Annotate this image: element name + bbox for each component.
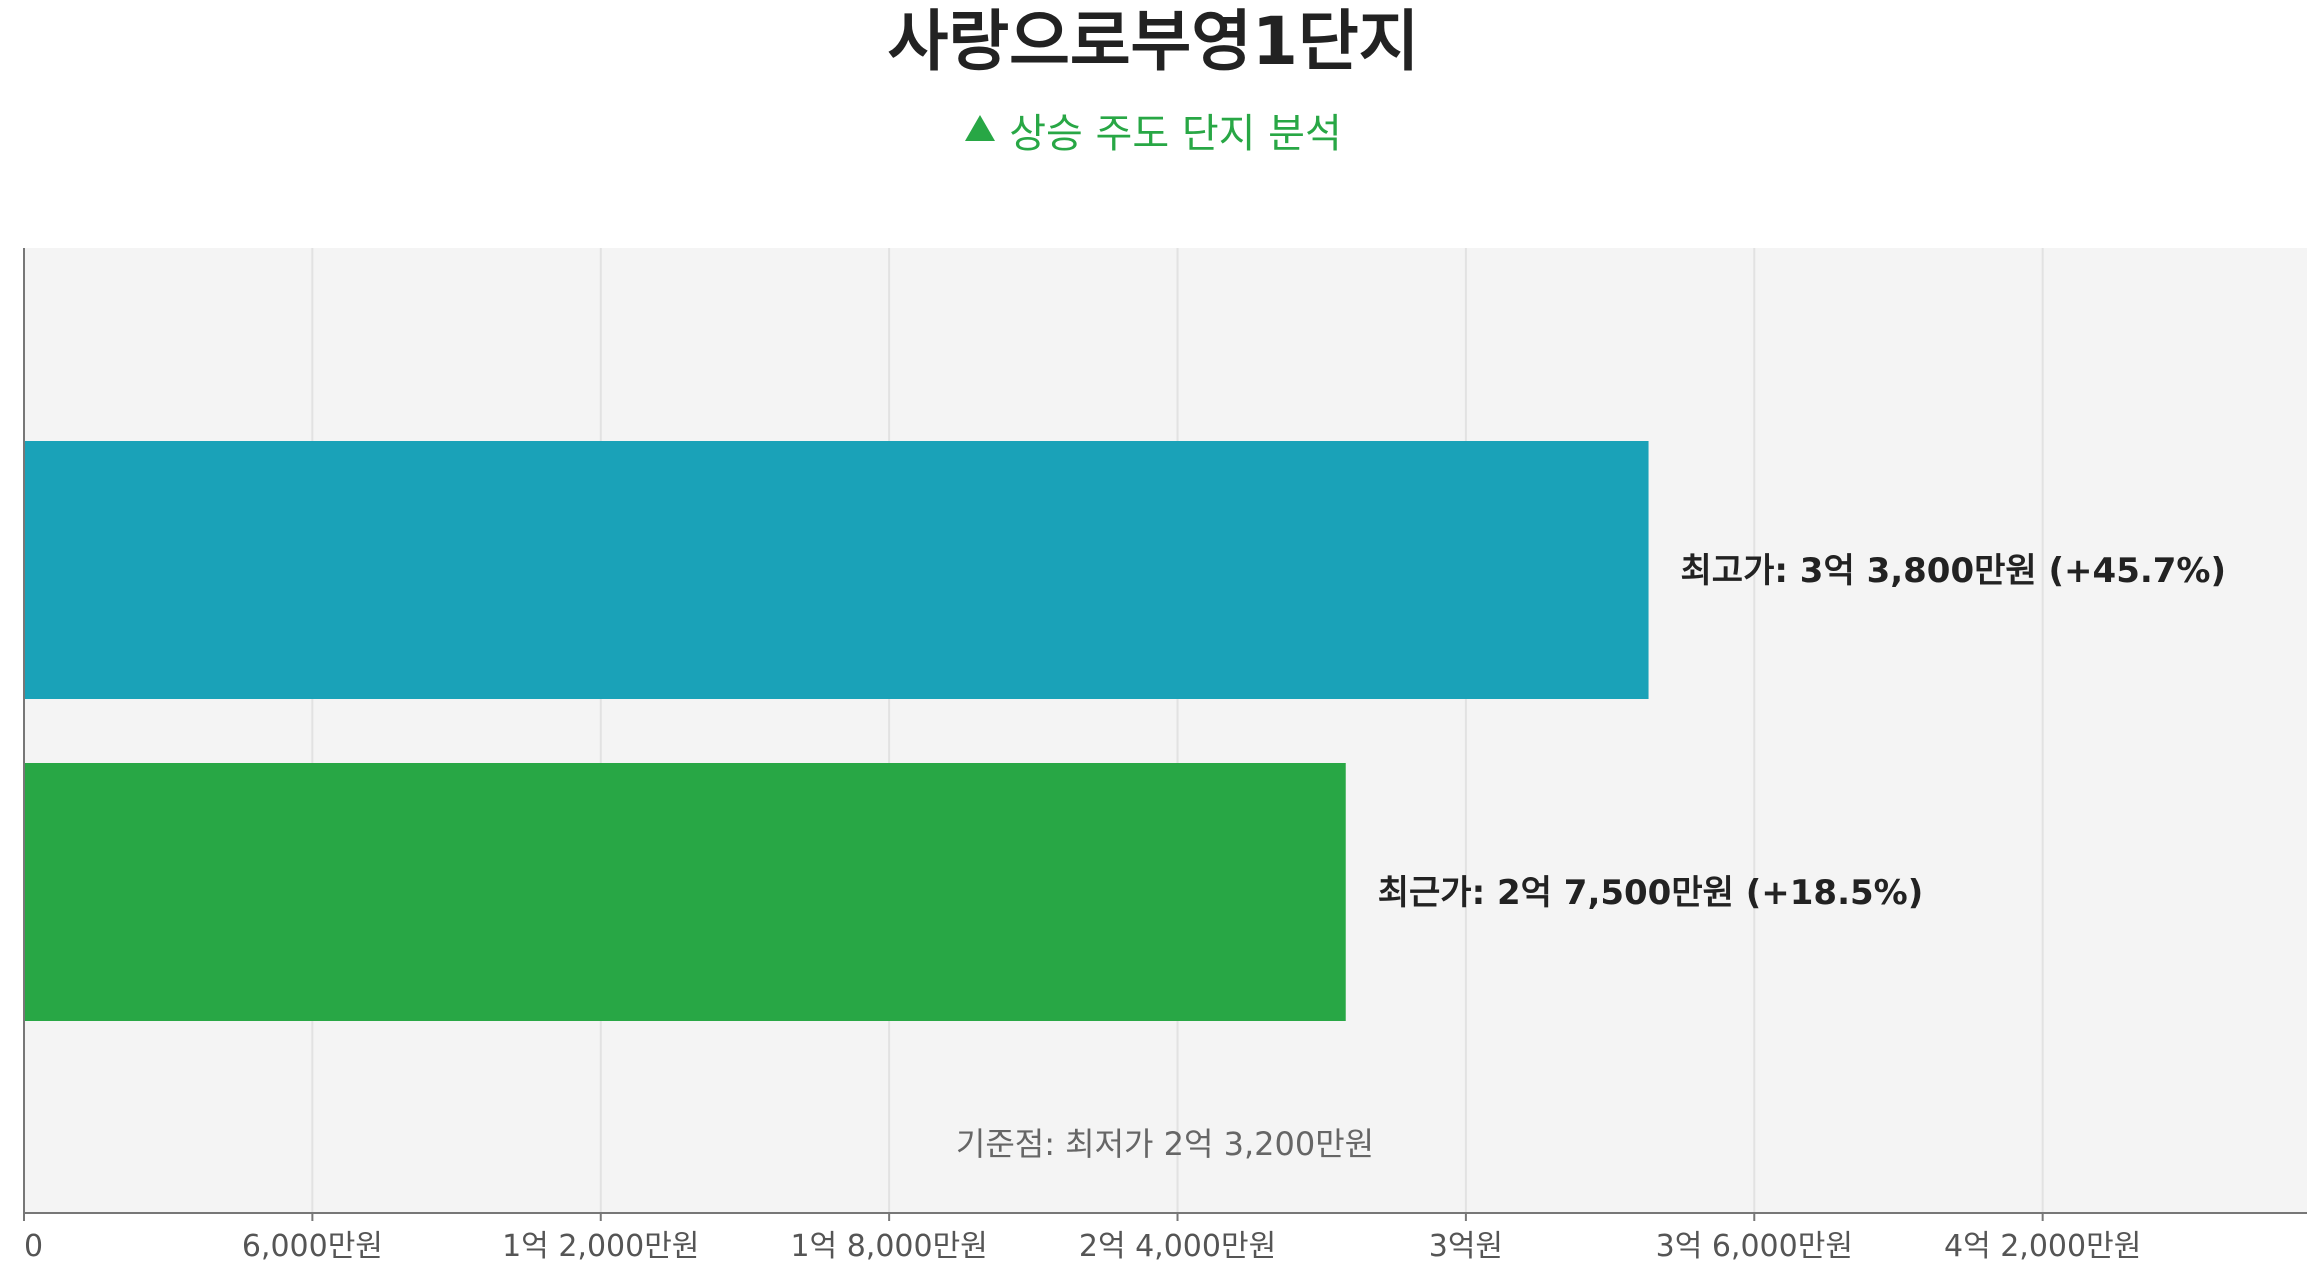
x-tick-label: 0	[24, 1229, 43, 1264]
x-tick-label: 3억원	[1429, 1229, 1503, 1264]
chart-subtitle: 상승 주도 단지 분석	[0, 104, 2307, 164]
x-tick-label: 4억 2,000만원	[1944, 1229, 2141, 1264]
chart-title: 사랑으로부영1단지	[887, 3, 1420, 80]
subtitle-text: 상승 주도 단지 분석	[1009, 111, 1342, 157]
x-tick-label: 1억 8,000만원	[790, 1229, 987, 1264]
triangle-up-icon	[965, 115, 996, 141]
bar-1	[24, 441, 1649, 699]
x-tick-label: 6,000만원	[242, 1229, 383, 1264]
x-tick-label: 3억 6,000만원	[1656, 1229, 1853, 1264]
x-tick-label: 2억 4,000만원	[1079, 1229, 1276, 1264]
x-tick-label: 1억 2,000만원	[502, 1229, 699, 1264]
bar-2	[24, 763, 1346, 1021]
bar-data-label: 최고가: 3억 3,800만원 (+45.7%)	[1681, 551, 2227, 591]
baseline-annotation: 기준점: 최저가 2억 3,200만원	[956, 1125, 1374, 1163]
bar-data-label: 최근가: 2억 7,500만원 (+18.5%)	[1378, 873, 1924, 913]
plot-area	[24, 248, 2307, 1213]
